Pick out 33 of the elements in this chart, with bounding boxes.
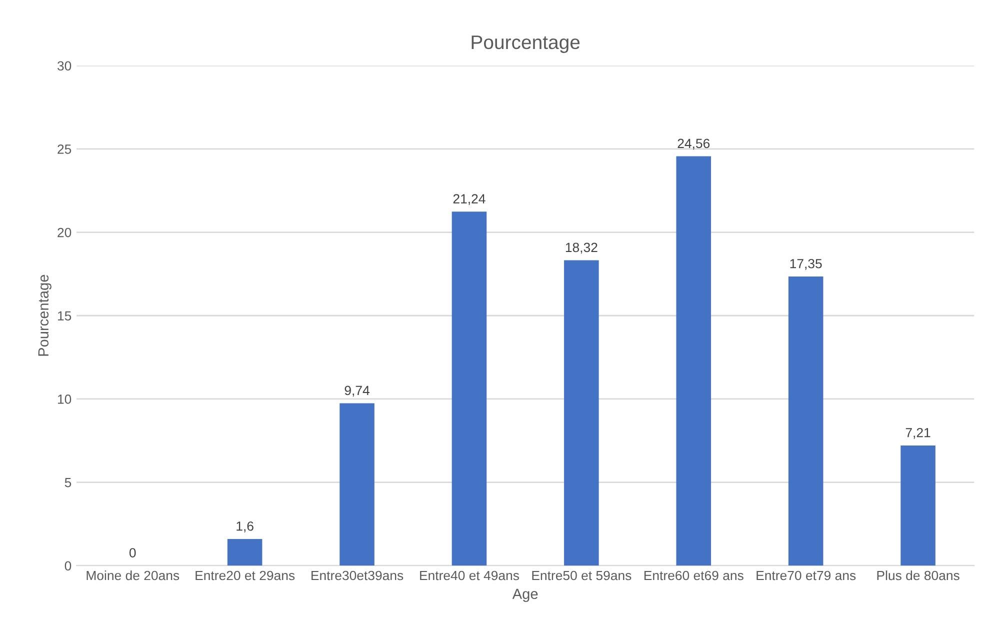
data-label: 9,74 [344,386,370,397]
data-label: 24,56 [678,138,710,150]
bar [227,538,262,566]
x-tick-label: Entre70 et79 ans [756,570,856,580]
y-tick-label: 0 [64,561,72,571]
x-tick-label: Entre60 et69 ans [644,570,744,580]
y-tick-label: 5 [64,478,72,488]
y-tick-label: 30 [57,61,72,71]
bar [900,445,936,566]
x-tick-label: Entre30et39ans [312,570,404,580]
data-label: 18,32 [566,242,598,254]
data-label: 7,21 [906,428,930,439]
x-tick-label: Entre50 et 59ans [532,570,632,580]
data-label: 0 [129,548,136,558]
bar [564,260,599,566]
bar [340,403,374,566]
data-label: 21,24 [453,194,486,206]
x-tick-label: Entre40 et 49ans [420,570,519,580]
y-tick-label: 20 [58,228,72,238]
y-axis-title: Pourcentage [38,274,52,356]
y-tick-label: 25 [58,144,72,154]
x-axis-title: Age [512,588,538,602]
data-label: 17,35 [790,258,822,270]
y-tick-label: 10 [58,394,72,404]
data-label: 1,6 [236,521,254,532]
bar [452,212,487,566]
x-tick-label: Moine de 20ans [86,570,180,580]
y-tick-label: 15 [58,311,72,321]
bar [676,156,712,566]
bar [788,276,824,566]
x-tick-label: Entre20 et 29ans [196,570,295,580]
x-tick-label: Plus de 80ans [877,570,960,580]
chart-title: Pourcentage [472,36,580,53]
